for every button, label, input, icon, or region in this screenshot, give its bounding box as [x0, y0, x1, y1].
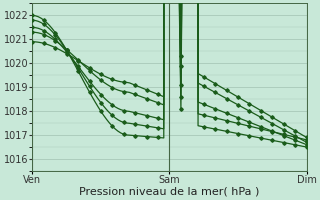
- X-axis label: Pression niveau de la mer( hPa ): Pression niveau de la mer( hPa ): [79, 187, 260, 197]
